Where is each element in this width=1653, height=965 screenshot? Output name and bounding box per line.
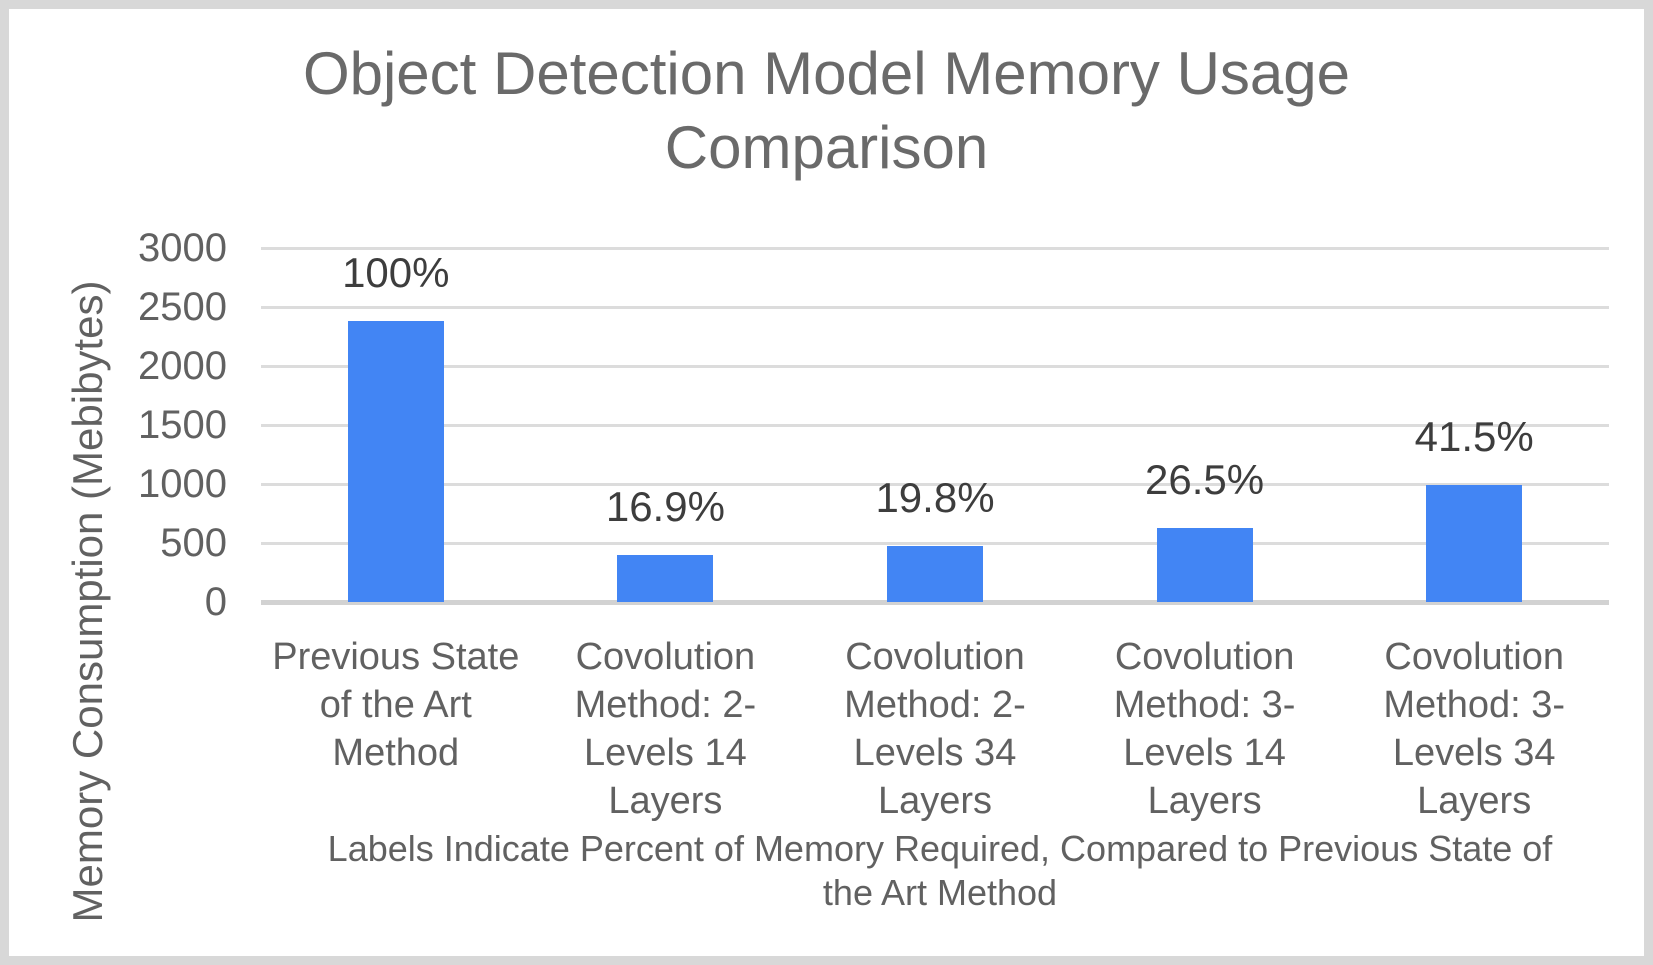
bar [1426, 485, 1523, 602]
bar [1156, 528, 1253, 602]
gridline [261, 599, 1609, 605]
gridline [261, 423, 1609, 427]
bar-value-label: 26.5% [1145, 456, 1265, 503]
gridline [261, 482, 1609, 486]
category-label: Covolution Method: 2- Levels 14 Layers [574, 636, 757, 822]
y-tick-label: 1500 [138, 403, 227, 447]
y-tick-label: 3000 [138, 226, 227, 270]
category-label: Previous State of the Art Method [272, 636, 520, 774]
category-label: Covolution Method: 3- Levels 14 Layers [1113, 636, 1296, 822]
y-tick-label: 0 [204, 580, 227, 624]
chart-caption: Labels Indicate Percent of Memory Requir… [327, 828, 1553, 913]
bar [617, 555, 714, 602]
y-tick-label: 500 [160, 521, 227, 565]
gridline [261, 364, 1609, 368]
gridline [261, 305, 1609, 309]
bar-value-label: 41.5% [1414, 413, 1534, 460]
y-tick-label: 2500 [138, 285, 227, 329]
gridline [261, 246, 1609, 250]
y-tick-label: 2000 [138, 344, 227, 388]
bar-value-label: 16.9% [605, 483, 725, 530]
category-label: Covolution Method: 3- Levels 34 Layers [1383, 636, 1566, 822]
chart-title: Object Detection Model Memory Usage Comp… [302, 40, 1351, 181]
bar [347, 321, 444, 602]
bar [887, 546, 983, 602]
bar-value-label: 100% [342, 249, 450, 296]
bar-value-label: 19.8% [875, 474, 995, 521]
y-tick-label: 1000 [138, 462, 227, 506]
category-label: Covolution Method: 2- Levels 34 Layers [844, 636, 1026, 822]
gridline [261, 541, 1609, 545]
